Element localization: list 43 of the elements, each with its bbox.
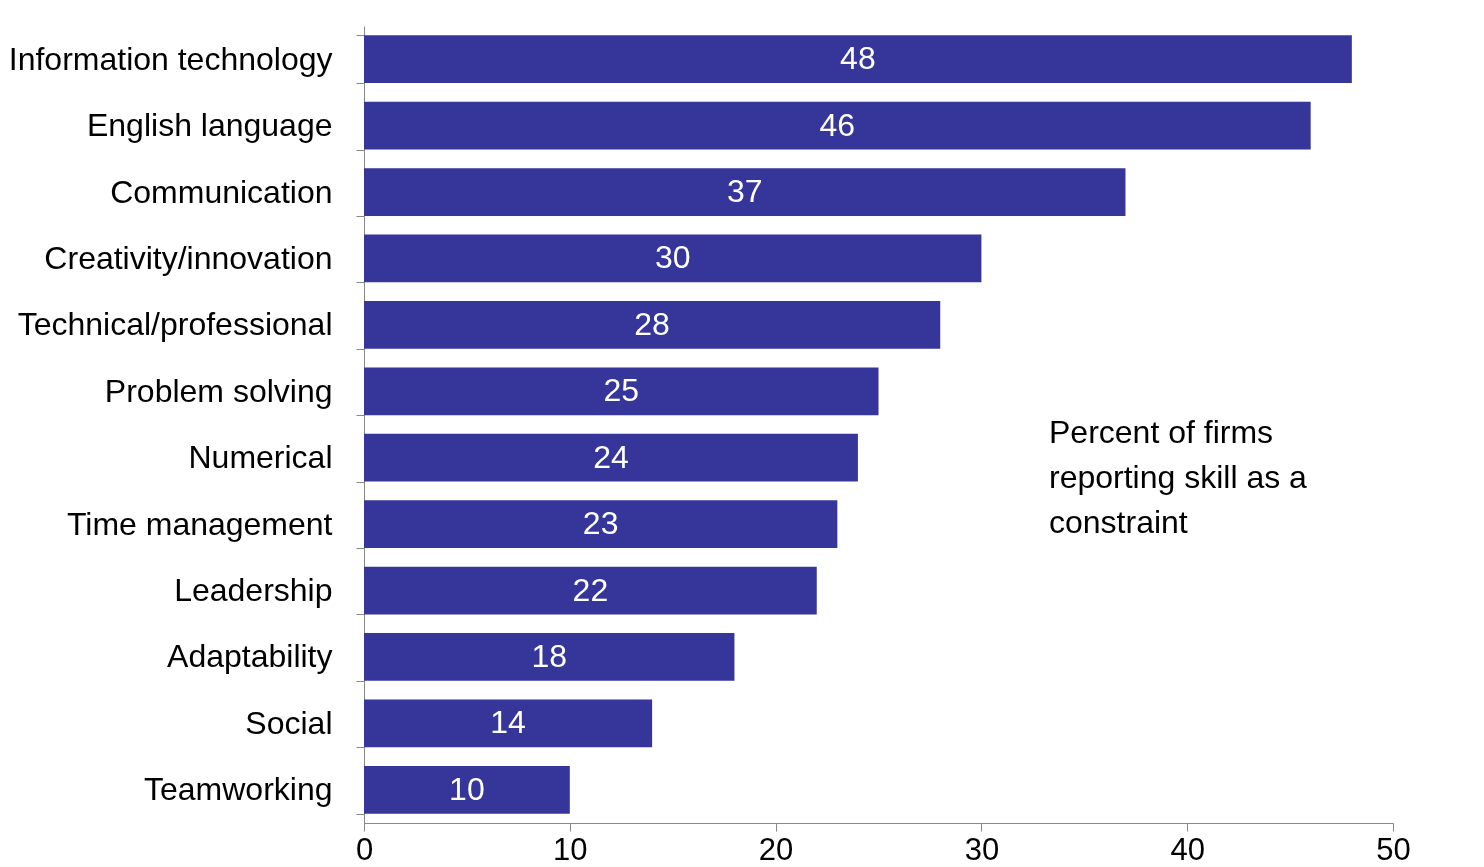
bar	[364, 566, 817, 615]
bar	[364, 101, 1311, 150]
x-tick-label: 30	[964, 831, 1000, 867]
y-tick-label: Communication	[110, 173, 333, 210]
data-label: 46	[819, 106, 856, 143]
x-tick-label: 0	[355, 831, 374, 867]
annotation: Percent of firms reporting skill as a constraint	[1049, 414, 1308, 540]
y-tick-label: Technical/professional	[17, 306, 333, 343]
y-tick-label: Teamworking	[143, 771, 333, 808]
y-tick-label: Creativity/innovation	[44, 239, 333, 276]
y-tick-label: Social	[245, 704, 333, 741]
data-label: 23	[582, 505, 619, 542]
bar	[364, 234, 982, 283]
y-tick-label: Time management	[66, 505, 333, 542]
x-tick-label: 20	[758, 831, 794, 867]
bar	[364, 367, 879, 416]
y-tick-label: Information technology	[8, 40, 333, 77]
bar	[364, 633, 735, 681]
data-label: 25	[603, 372, 640, 409]
data-label: 48	[840, 40, 876, 77]
y-tick-label: Problem solving	[104, 372, 333, 409]
data-label: 18	[531, 637, 568, 674]
y-tick-label: Numerical	[188, 439, 333, 476]
x-tick-label: 10	[553, 831, 588, 867]
bar	[364, 500, 838, 549]
data-label: 28	[634, 305, 670, 342]
y-tick-label: Adaptability	[167, 638, 333, 675]
bar	[364, 168, 1126, 216]
y-tick-label: Leadership	[174, 572, 333, 609]
bar	[364, 300, 941, 349]
data-label: 37	[726, 173, 763, 210]
data-label: 30	[654, 239, 691, 276]
bar	[364, 699, 653, 748]
data-label: 24	[593, 438, 629, 475]
x-tick-label: 40	[1170, 831, 1205, 867]
bar	[364, 765, 570, 814]
y-tick-label: English language	[86, 107, 333, 144]
bar	[364, 35, 1352, 84]
data-label: 10	[449, 770, 485, 807]
data-label: 22	[572, 571, 609, 608]
bar	[364, 433, 858, 482]
x-tick-label: 50	[1376, 831, 1411, 867]
data-label: 14	[490, 704, 526, 741]
